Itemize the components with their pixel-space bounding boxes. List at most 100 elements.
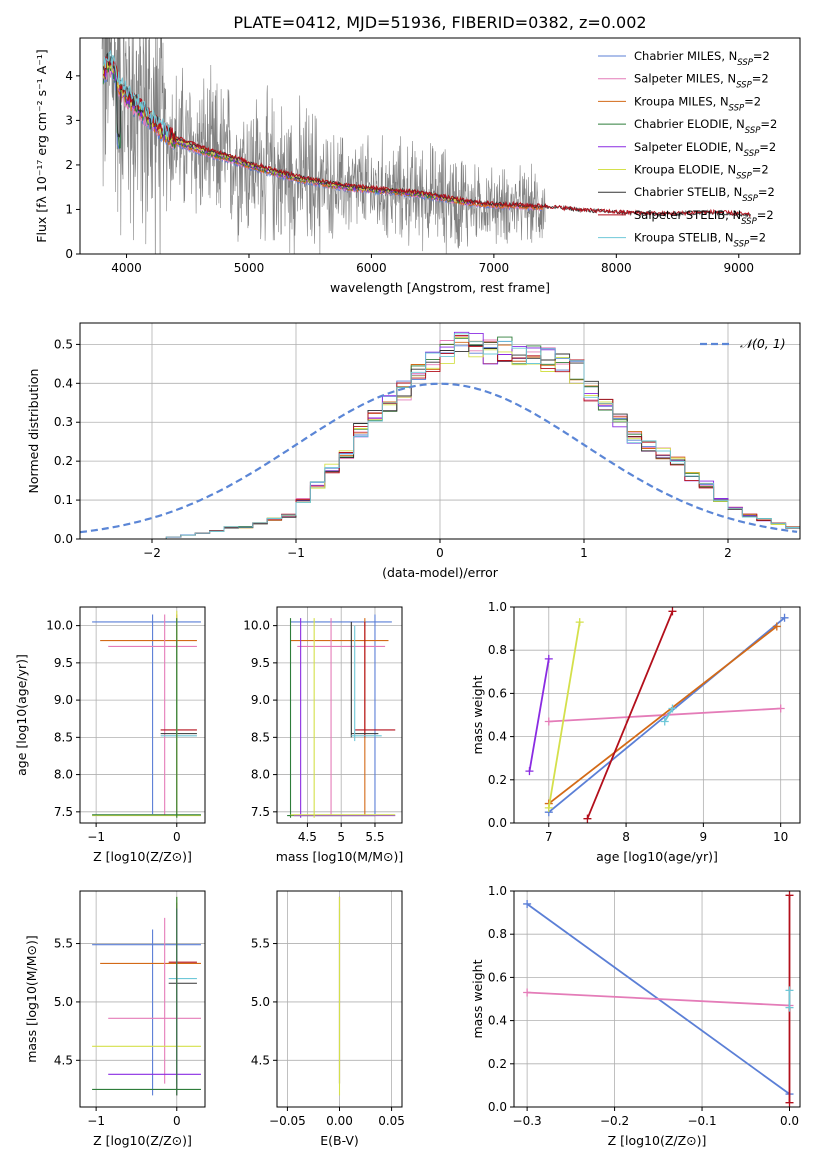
series-line	[586, 610, 674, 820]
y-axis-label: age [log10(age/yr)]	[14, 654, 29, 776]
x-tick-label: −1	[287, 546, 305, 560]
point-marker	[525, 767, 534, 776]
y-axis-label: mass weight	[470, 959, 485, 1038]
axes-frame	[513, 606, 801, 824]
x-tick-label: 4000	[111, 261, 142, 275]
model-line-salpeter-stelib	[102, 56, 751, 217]
errorbar-kroupa-miles	[290, 618, 389, 816]
errorbar-salpeter-stelib	[168, 902, 197, 1084]
x-tick-label: 0.00	[326, 1114, 353, 1128]
errorbar-salpeter-miles	[108, 917, 201, 1084]
x-tick-label: 0	[173, 830, 181, 844]
series-salpeter-stelib	[583, 607, 677, 823]
errorbar-salpeter-stelib	[160, 640, 197, 738]
errorbar-chabrier-stelib	[160, 644, 197, 738]
residuals-panel: −2 −1 0 1 2 0.0 0.1 0.2 0.3 0.4 0.5 (data-model)/er…	[26, 322, 801, 580]
y-tick-label: 0.0	[488, 816, 507, 830]
mass-vs-z-plot-area	[92, 896, 201, 1096]
y-tick-label: 5.5	[54, 937, 73, 951]
x-tick-label: 9	[700, 830, 708, 844]
errorbar-chabrier-elodie	[92, 896, 201, 1096]
model-line-kroupa-stelib	[102, 49, 170, 138]
y-tick-label: 9.0	[54, 693, 73, 707]
point-marker	[785, 986, 794, 995]
y-tick-label: 1	[65, 202, 73, 216]
x-tick-label: 4.5	[298, 830, 317, 844]
y-tick-label: 4.5	[251, 1053, 270, 1067]
y-tick-label: 9.5	[251, 656, 270, 670]
errorbar-kroupa-stelib	[351, 625, 382, 742]
y-axis-label: Normed distribution	[26, 369, 41, 494]
series-line	[663, 708, 674, 722]
legend-entry: Chabrier ELODIE, NSSP=2	[634, 117, 777, 136]
series-salpeter-elodie	[525, 654, 553, 776]
series-line	[548, 707, 781, 723]
errorbar-kroupa-elodie	[92, 896, 201, 1096]
x-tick-label: 5.5	[365, 830, 384, 844]
y-tick-label: 5.0	[251, 995, 270, 1009]
y-tick-label: 0	[65, 247, 73, 261]
x-tick-label: 6000	[356, 261, 387, 275]
y-tick-label: 7.5	[54, 805, 73, 819]
spectrum-legend: Chabrier MILES, NSSP=2 Salpeter MILES, NS…	[598, 49, 777, 250]
series-kroupa-stelib	[785, 986, 794, 1012]
massweight-vs-z-plot-area	[523, 891, 794, 1107]
axes-frame	[513, 890, 801, 1108]
x-tick-label: −1	[87, 1114, 105, 1128]
y-tick-label: 0.2	[488, 1057, 507, 1071]
spectrum-plot-area	[101, 38, 751, 254]
hist-step-kroupa-stelib	[80, 333, 800, 539]
y-tick-label: 0.8	[488, 643, 507, 657]
y-tick-label: 0.2	[488, 773, 507, 787]
y-tick-label: 10.0	[46, 619, 73, 633]
errorbar-chabrier-miles	[92, 614, 201, 815]
series-line	[547, 621, 581, 809]
x-tick-label: 8000	[601, 261, 632, 275]
point-marker	[776, 704, 785, 713]
y-tick-label: 9.0	[251, 693, 270, 707]
series-line	[528, 658, 550, 772]
y-tick-label: 8.5	[251, 730, 270, 744]
errorbar-salpeter-elodie	[293, 618, 396, 818]
spectrum-panel: 4000 5000 6000 7000 8000 9000 0 1 2 3 4 wavelength …	[34, 37, 801, 295]
x-tick-label: −2	[143, 546, 161, 560]
point-marker	[785, 1098, 794, 1107]
y-tick-label: 0.4	[488, 730, 507, 744]
x-tick-label: −0.3	[513, 1114, 542, 1128]
axes-frame	[79, 890, 206, 1108]
gaussian-curve	[80, 382, 798, 534]
y-tick-label: 8.5	[54, 730, 73, 744]
point-marker	[772, 622, 781, 631]
y-tick-label: 9.5	[54, 656, 73, 670]
point-marker	[523, 988, 532, 997]
series-salpeter-miles	[523, 988, 794, 1010]
age-vs-mass-plot-area	[287, 614, 396, 818]
x-tick-label: 0	[173, 1114, 181, 1128]
y-tick-label: 4.5	[54, 1053, 73, 1067]
axes-frame	[276, 606, 403, 824]
legend-entry: Chabrier MILES, NSSP=2	[634, 49, 770, 68]
series-line	[548, 625, 778, 805]
x-axis-label: Z [log10(Z/Z⊙)]	[608, 1133, 707, 1148]
errorbar-kroupa-elodie	[92, 610, 201, 818]
x-tick-label: 0.05	[378, 1114, 405, 1128]
x-tick-label: −0.2	[600, 1114, 629, 1128]
point-marker	[785, 891, 794, 900]
y-tick-label: 0.1	[54, 493, 73, 507]
x-axis-label: Z [log10(Z/Z⊙)]	[93, 849, 192, 864]
x-tick-label: 9000	[724, 261, 755, 275]
errorbar-kroupa-elodie	[290, 618, 396, 818]
figure-title: PLATE=0412, MJD=51936, FIBERID=0382, z=0…	[233, 13, 646, 32]
legend-entry: Kroupa MILES, NSSP=2	[634, 94, 761, 113]
y-tick-label: 10.0	[243, 619, 270, 633]
y-tick-label: 0.0	[54, 532, 73, 546]
y-tick-label: 1.0	[488, 600, 507, 614]
x-tick-label: −0.05	[269, 1114, 306, 1128]
age-vs-z-plot-area	[92, 610, 201, 818]
spectrum-data-line	[101, 38, 546, 254]
age-vs-z-panel: −1 0 7.5 8.0 8.5 9.0 9.5 10.0 Z [log10(Z/Z⊙)] age…	[14, 606, 206, 864]
y-tick-label: 0.4	[488, 1014, 507, 1028]
point-marker	[544, 654, 553, 663]
y-tick-label: 4	[65, 69, 73, 83]
